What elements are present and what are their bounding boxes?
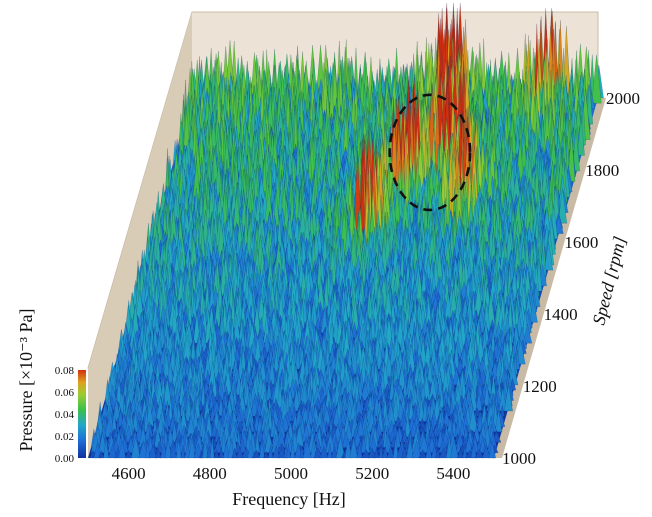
- left-wall: [88, 12, 192, 458]
- surface-spike: [572, 127, 580, 172]
- surface-ridges: [88, 2, 604, 459]
- surface-spike: [591, 54, 602, 104]
- surface-spike: [577, 115, 585, 156]
- right-wall: [494, 98, 606, 458]
